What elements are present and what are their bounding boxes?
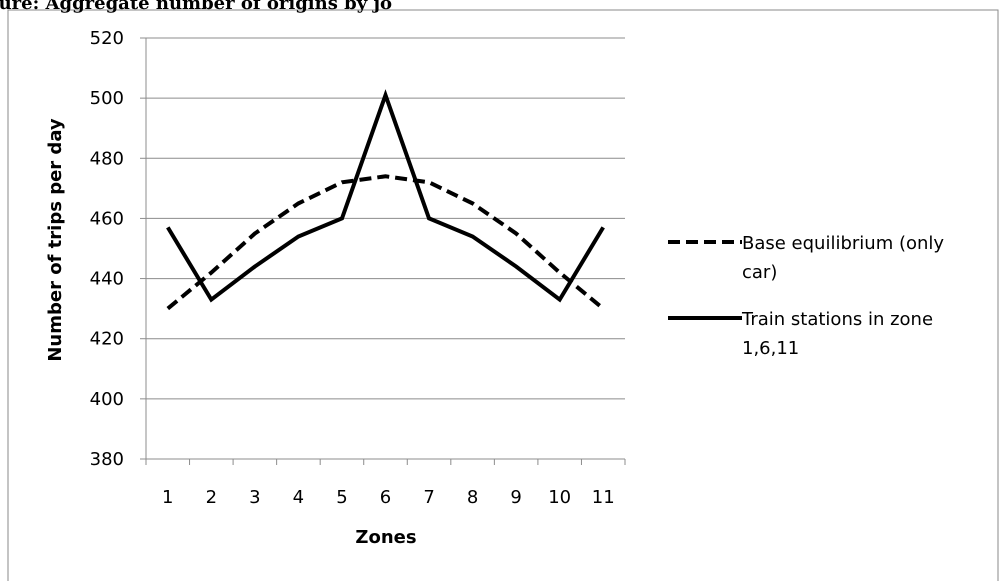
x-tick-label: 5 <box>336 487 347 508</box>
x-tick-label: 9 <box>510 487 521 508</box>
x-tick-label: 8 <box>467 487 478 508</box>
y-tick-label: 500 <box>90 88 124 109</box>
series-line-2 <box>166 89 605 303</box>
x-tick-label: 7 <box>423 487 434 508</box>
legend-label-1: Base equilibrium (only <box>742 233 944 254</box>
legend-label-1: car) <box>742 262 777 283</box>
x-tick-label: 4 <box>293 487 304 508</box>
x-tick-label: 10 <box>548 487 571 508</box>
chart-frame <box>7 9 999 581</box>
y-tick-label: 440 <box>90 269 124 290</box>
y-tick-label: 420 <box>90 329 124 350</box>
series <box>166 89 605 311</box>
series-line-1 <box>166 174 605 311</box>
axes <box>140 37 626 465</box>
x-axis-title: Zones <box>355 527 416 548</box>
x-tick-label: 11 <box>592 487 615 508</box>
y-tick-label: 460 <box>90 208 124 229</box>
x-tick-label: 6 <box>380 487 391 508</box>
x-tick-label: 3 <box>249 487 260 508</box>
y-tick-label: 480 <box>90 148 124 169</box>
x-tick-label: 1 <box>162 487 173 508</box>
legend-label-2: Train stations in zone <box>741 309 933 330</box>
tick-labels: 380 400 420 440 460 480 500 520 1 2 3 4 5 6 7 8 9 10 11 <box>90 28 615 508</box>
y-axis-title: Number of trips per day <box>45 118 66 362</box>
legend-label-2: 1,6,11 <box>742 338 799 359</box>
caption-fragment: gure: Aggregate number of origins by jo <box>0 0 392 14</box>
legend: Base equilibrium (only car) Train stations… <box>668 233 944 359</box>
y-tick-label: 380 <box>90 449 124 470</box>
y-tick-label: 520 <box>90 28 124 49</box>
y-tick-label: 400 <box>90 389 124 410</box>
x-tick-label: 2 <box>206 487 217 508</box>
